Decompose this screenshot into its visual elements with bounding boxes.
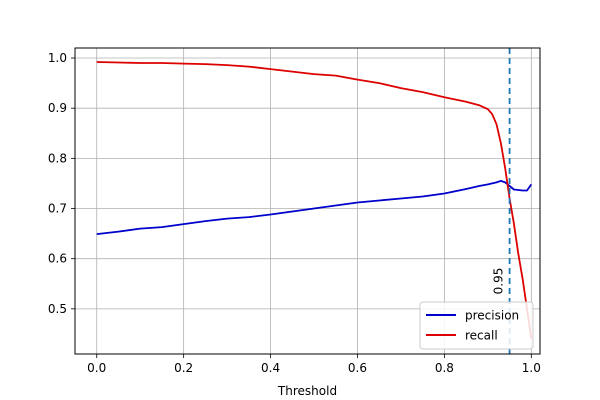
x-axis-label: Threshold xyxy=(277,384,337,398)
legend-label-recall: recall xyxy=(465,329,498,343)
x-tick-label: 0.2 xyxy=(174,361,193,375)
x-tick-label: 0.0 xyxy=(87,361,106,375)
x-tick-label: 0.6 xyxy=(348,361,367,375)
legend-box xyxy=(419,301,534,350)
y-tick-label: 0.6 xyxy=(48,252,67,266)
legend: precision recall xyxy=(419,301,534,350)
y-tick-label: 0.8 xyxy=(48,151,67,165)
axis-ticks: 0.0 0.2 0.4 0.6 0.8 1.0 0.5 0.6 0.7 0.8 0.9 1.0 xyxy=(48,51,541,375)
x-tick-label: 1.0 xyxy=(522,361,541,375)
y-tick-label: 1.0 xyxy=(48,51,67,65)
y-tick-label: 0.9 xyxy=(48,101,67,115)
y-tick-label: 0.7 xyxy=(48,202,67,216)
series-line-precision xyxy=(96,179,533,235)
threshold-vline-label: 0.95 xyxy=(492,268,506,295)
y-tick-label: 0.5 xyxy=(48,302,67,316)
plot-area-frame xyxy=(74,47,541,355)
legend-label-precision: precision xyxy=(465,309,519,323)
grid xyxy=(75,48,540,354)
x-tick-label: 0.4 xyxy=(261,361,280,375)
x-tick-label: 0.8 xyxy=(435,361,454,375)
